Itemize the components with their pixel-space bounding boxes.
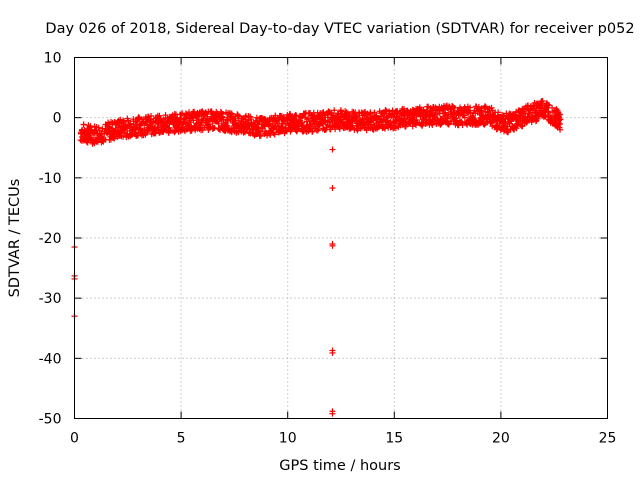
data-point (244, 117, 251, 124)
data-point (471, 107, 478, 114)
data-point (331, 107, 338, 114)
data-point (394, 107, 401, 114)
data-point (282, 121, 289, 128)
data-point (234, 112, 241, 119)
outlier-point (465, 117, 472, 124)
x-tick-label: 0 (70, 431, 79, 447)
data-point (80, 121, 87, 128)
data-point (195, 116, 202, 123)
data-point (166, 124, 173, 131)
data-point (271, 131, 278, 138)
outlier-point (329, 349, 336, 356)
data-point (95, 124, 102, 131)
y-tick-label: -10 (39, 171, 62, 187)
data-point (121, 118, 128, 125)
data-point (211, 124, 218, 131)
data-point (545, 102, 552, 109)
data-point (352, 116, 359, 123)
data-point (127, 120, 134, 127)
data-point (417, 107, 424, 114)
data-point (539, 98, 546, 105)
x-tick-label: 15 (385, 431, 403, 447)
data-point (305, 115, 312, 122)
data-point (84, 139, 91, 146)
tick-labels: 0 5 10 15 20 25 -50 -40 -30 -20 -10 0 10 (39, 51, 617, 447)
data-point (513, 125, 520, 132)
data-point (247, 116, 254, 123)
data-point (270, 130, 277, 137)
data-point (442, 109, 449, 116)
data-point (451, 104, 458, 111)
chart-title: Day 026 of 2018, Sidereal Day-to-day VTE… (45, 21, 634, 37)
y-tick-label: -50 (39, 412, 62, 428)
data-point (557, 116, 564, 123)
data-point (495, 109, 502, 116)
data-point (458, 118, 465, 125)
data-point (367, 110, 374, 117)
data-point (429, 121, 436, 128)
outlier-point (329, 242, 336, 249)
y-axis-label: SDTVAR / TECUs (7, 179, 23, 298)
data-points (71, 98, 564, 417)
y-tick-label: -30 (39, 291, 62, 307)
data-point (545, 108, 552, 115)
data-point (556, 117, 563, 124)
data-point (366, 111, 373, 118)
data-point (95, 136, 102, 143)
data-point (373, 120, 380, 127)
data-point (514, 121, 521, 128)
axis-ticks (74, 57, 608, 419)
data-point (368, 121, 375, 128)
data-point (382, 107, 389, 114)
data-point (299, 119, 306, 126)
outlier-point (480, 116, 487, 123)
y-tick-label: -40 (39, 351, 62, 367)
data-point (314, 118, 321, 125)
data-point (461, 114, 468, 121)
x-tick-label: 10 (279, 431, 297, 447)
data-point (274, 119, 281, 126)
data-point (501, 119, 508, 126)
x-tick-label: 20 (492, 431, 510, 447)
outlier-point (329, 146, 336, 153)
x-axis-label: GPS time / hours (279, 458, 400, 474)
data-point (255, 121, 262, 128)
outlier-point (329, 410, 336, 417)
data-point (309, 128, 316, 135)
data-point (228, 111, 235, 118)
data-point (467, 104, 474, 111)
data-point (219, 111, 226, 118)
data-point (413, 116, 420, 123)
y-tick-label: -20 (39, 231, 62, 247)
data-point (215, 120, 222, 127)
data-point (200, 113, 207, 120)
data-point (557, 126, 564, 133)
data-point (148, 112, 155, 119)
data-point (181, 115, 188, 122)
data-point (444, 115, 451, 122)
data-point (469, 113, 476, 120)
outlier-point (333, 121, 340, 128)
data-point (498, 124, 505, 131)
x-tick-label: 5 (177, 431, 186, 447)
data-point (257, 132, 264, 139)
data-point (481, 103, 488, 110)
data-point (177, 111, 184, 118)
y-tick-label: 10 (44, 51, 62, 67)
y-tick-label: 0 (53, 111, 62, 127)
data-point (373, 112, 380, 119)
outlier-point (329, 185, 336, 192)
data-point (519, 123, 526, 130)
data-point (488, 104, 495, 111)
x-tick-label: 25 (599, 431, 617, 447)
data-point (336, 125, 343, 132)
data-point (555, 112, 562, 119)
